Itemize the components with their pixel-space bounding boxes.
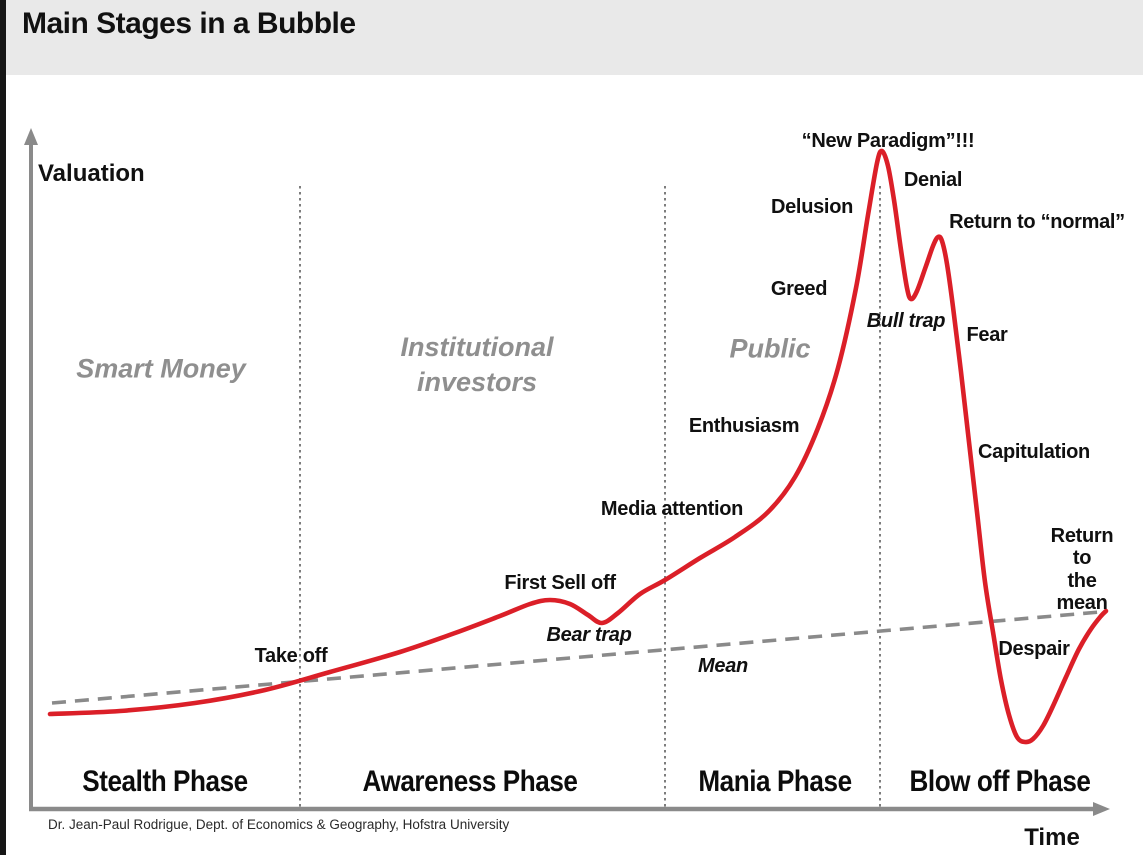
group-label-institutional-investors: Institutional investors: [400, 331, 554, 397]
annotation-bull-trap: Bull trap: [866, 309, 946, 332]
group-label-smart-money: Smart Money: [76, 353, 246, 384]
annotation-first-sell-off: First Sell off: [504, 571, 616, 594]
annotation-denial: Denial: [903, 168, 963, 191]
annotation-mean: Mean: [698, 654, 748, 677]
annotation-despair: Despair: [998, 637, 1070, 660]
mean-dashed-line: [51, 610, 1101, 705]
annotation-new-paradigm: “New Paradigm”!!!: [801, 129, 975, 152]
header-bar: Main Stages in a Bubble: [0, 0, 1143, 75]
x-axis-arrowhead-icon: [1093, 802, 1110, 816]
annotation-take-off: Take off: [254, 644, 328, 667]
page-title: Main Stages in a Bubble: [22, 7, 356, 40]
phase-label-mania: Mania Phase: [698, 765, 852, 798]
annotation-bear-trap: Bear trap: [546, 623, 632, 646]
group-label-public: Public: [729, 333, 811, 364]
phase-label-blow-off: Blow off Phase: [909, 765, 1091, 798]
phase-label-awareness: Awareness Phase: [362, 765, 578, 798]
annotation-fear: Fear: [966, 323, 1008, 346]
left-edge-border: [0, 0, 6, 855]
annotation-return-to-the-mean: Return to the mean: [1050, 525, 1114, 615]
bubble-valuation-curve: [47, 148, 1109, 745]
attribution-text: Dr. Jean-Paul Rodrigue, Dept. of Economi…: [48, 817, 510, 832]
y-axis-arrowhead-icon: [24, 128, 38, 145]
annotation-media-attention: Media attention: [600, 497, 744, 520]
annotation-greed: Greed: [770, 277, 828, 300]
phase-label-stealth: Stealth Phase: [82, 765, 248, 798]
annotation-enthusiasm: Enthusiasm: [688, 414, 800, 437]
annotation-delusion: Delusion: [770, 195, 854, 218]
y-axis-label: Valuation: [38, 160, 145, 187]
annotation-capitulation: Capitulation: [978, 440, 1090, 463]
x-axis-label: Time: [1024, 824, 1080, 851]
annotation-return-to-normal: Return to “normal”: [949, 210, 1125, 233]
